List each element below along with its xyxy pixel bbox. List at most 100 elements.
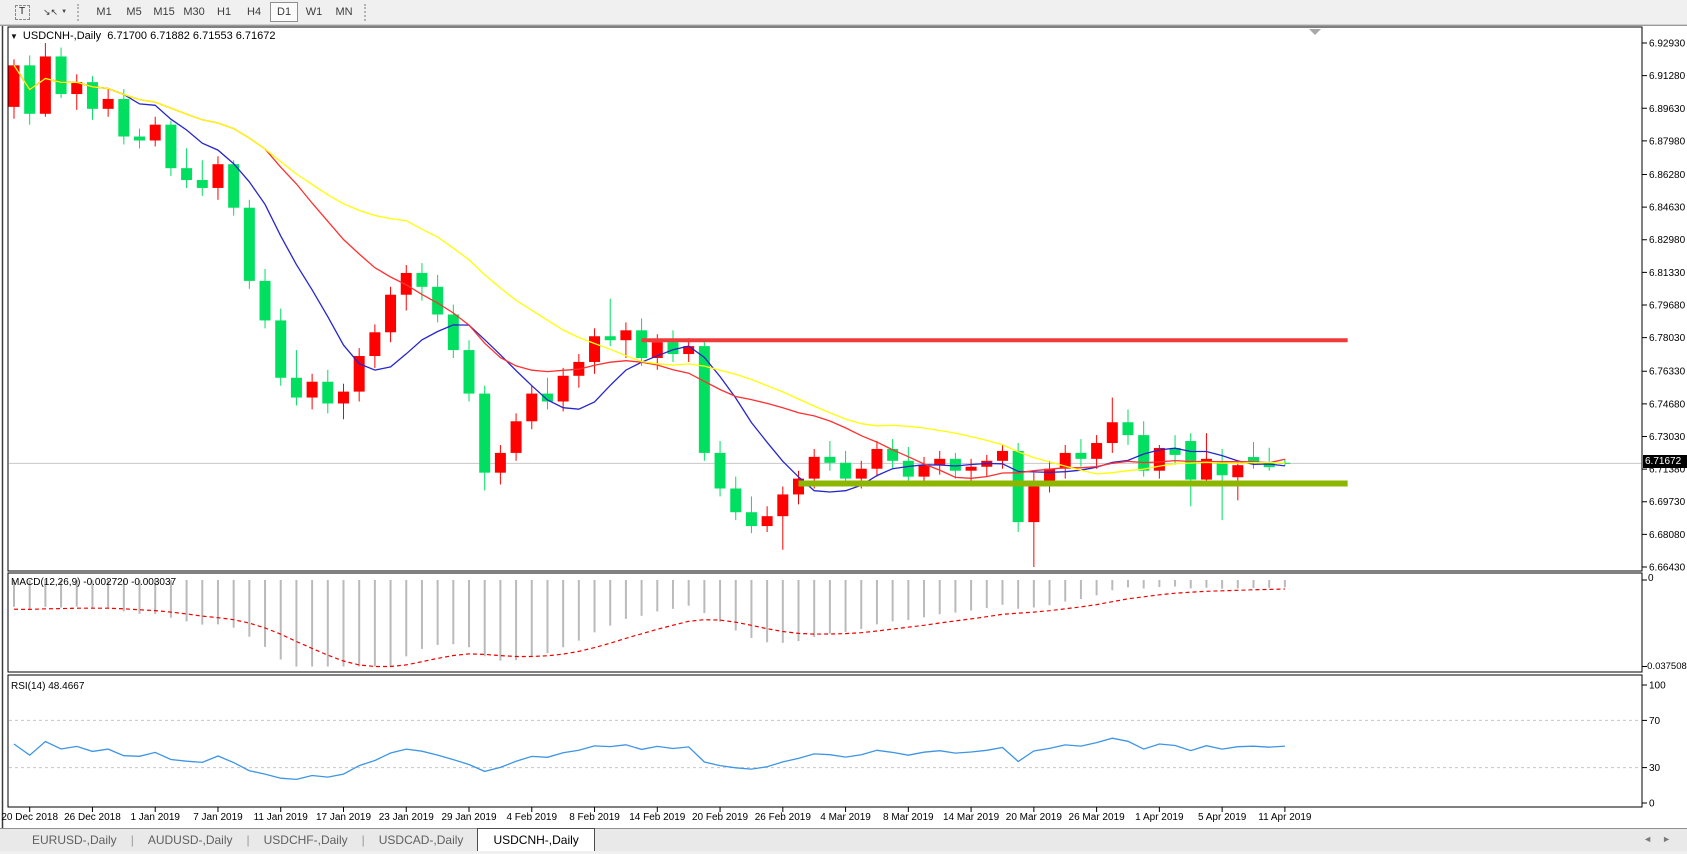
- candle-body: [400, 272, 412, 295]
- candle-body: [1232, 465, 1244, 478]
- candle-body: [1059, 452, 1071, 469]
- candle-body: [71, 82, 83, 95]
- candle-body: [494, 452, 506, 473]
- main-chart-area[interactable]: [7, 26, 1643, 572]
- candle-body: [306, 381, 318, 398]
- arrange-windows-button[interactable]: ↘↖ ▼: [39, 2, 71, 23]
- date-axis-label: 7 Jan 2019: [193, 812, 243, 823]
- candle-body: [1185, 441, 1197, 480]
- date-axis-label: 20 Mar 2019: [1006, 812, 1063, 823]
- timeframe-button-m5[interactable]: M5: [126, 6, 142, 18]
- timeframe-button-d1[interactable]: D1: [270, 2, 299, 22]
- candle-body: [541, 393, 553, 402]
- timeframe-button-w1[interactable]: W1: [305, 6, 323, 18]
- candle-body: [1122, 422, 1134, 436]
- price-axis[interactable]: 6.92930 6.91280 6.89630 6.87980 6.86280 6.846…: [1642, 39, 1686, 574]
- scroll-right-arrow-icon[interactable]: ►: [1662, 834, 1681, 844]
- candle-body: [1216, 463, 1228, 476]
- candle-body: [1106, 422, 1118, 444]
- date-axis-label: 20 Feb 2019: [692, 812, 749, 823]
- time-axis[interactable]: 20 Dec 2018 26 Dec 2018 1 Jan 2019 7 Jan 20…: [1, 807, 1312, 824]
- current-price-badge: 6.71672: [1643, 455, 1687, 468]
- candle-body: [745, 512, 757, 527]
- candle-body: [777, 494, 789, 517]
- date-axis-label: 14 Mar 2019: [943, 812, 1000, 823]
- candle-body: [275, 320, 287, 378]
- candle-body: [479, 393, 491, 473]
- date-axis-label: 17 Jan 2019: [316, 812, 371, 823]
- date-axis-label: 5 Apr 2019: [1198, 812, 1247, 823]
- date-axis-label: 1 Jan 2019: [130, 812, 180, 823]
- rsi-axis-label: 100: [1649, 681, 1666, 692]
- tab-audusd-daily[interactable]: AUDUSD-,Daily: [147, 833, 233, 847]
- candle-body: [918, 464, 930, 477]
- price-axis-label: 6.78030: [1649, 333, 1686, 344]
- candle-body: [1075, 452, 1087, 459]
- candle-body: [761, 516, 773, 527]
- rsi-panel-area[interactable]: [7, 674, 1643, 808]
- date-axis-label: 1 Apr 2019: [1135, 812, 1184, 823]
- candle-body: [667, 342, 679, 355]
- macd-name: MACD(12,26,9): [11, 577, 81, 588]
- macd-panel-area[interactable]: [7, 572, 1643, 673]
- timeframe-button-group: M1 M5 M15 M30 H1 H4 D1 W1 MN: [89, 2, 359, 22]
- toolbar-grip: [364, 3, 369, 21]
- candle-body: [196, 180, 208, 188]
- timeframe-button-h4[interactable]: H4: [247, 6, 262, 18]
- tab-usdcnh-daily[interactable]: USDCNH-,Daily: [477, 828, 595, 851]
- scroll-left-arrow-icon[interactable]: ◄: [1643, 834, 1663, 844]
- price-axis-label: 6.66430: [1649, 563, 1686, 574]
- price-axis-label: 6.68080: [1649, 530, 1686, 541]
- price-axis-label: 6.91280: [1649, 71, 1686, 82]
- candle-body: [1169, 447, 1181, 455]
- candle-body: [840, 462, 852, 479]
- candle-body: [526, 393, 538, 422]
- tab-usdcad-daily[interactable]: USDCAD-,Daily: [378, 833, 464, 847]
- toolbar: T ↘↖ ▼ M1 M5 M15 M30 H1 H4 D1 W1 MN: [0, 0, 1687, 25]
- tab-usdchf-daily[interactable]: USDCHF-,Daily: [263, 833, 348, 847]
- text-tool-icon: T: [14, 4, 30, 20]
- timeframe-button-m15[interactable]: M15: [153, 6, 175, 18]
- date-axis-label: 11 Jan 2019: [254, 812, 309, 823]
- candle-body: [1138, 435, 1150, 471]
- price-axis-label: 6.84630: [1649, 203, 1686, 214]
- text-tool-button[interactable]: T: [7, 2, 37, 23]
- price-axis-label: 6.79680: [1649, 301, 1686, 312]
- date-axis-label: 26 Feb 2019: [755, 812, 812, 823]
- candle-body: [1248, 457, 1260, 464]
- candle-body: [1028, 480, 1040, 523]
- tab-eurusd-daily[interactable]: EURUSD-,Daily: [32, 833, 117, 847]
- price-axis-label: 6.73030: [1649, 432, 1686, 443]
- timeframe-button-h1[interactable]: H1: [217, 6, 232, 18]
- tab-separator: |: [361, 833, 365, 847]
- candle-body: [39, 56, 51, 114]
- candle-body: [149, 124, 161, 141]
- candle-body: [589, 336, 601, 362]
- date-axis-label: 11 Apr 2019: [1258, 812, 1312, 823]
- candle-body: [855, 468, 867, 479]
- chart-shift-marker-icon[interactable]: [1309, 29, 1321, 35]
- candle-body: [337, 391, 349, 404]
- rsi-axis[interactable]: 100 70 30 0: [1642, 681, 1666, 810]
- candle-body: [887, 448, 899, 461]
- candle-body: [1091, 443, 1103, 459]
- candle-body: [683, 346, 695, 355]
- tabbar-scroll-arrows: ◄►: [1643, 834, 1681, 844]
- candle-body: [557, 375, 569, 402]
- candle-body: [698, 346, 710, 453]
- rsi-name: RSI(14): [11, 681, 46, 692]
- timeframe-button-m1[interactable]: M1: [96, 6, 112, 18]
- timeframe-button-mn[interactable]: MN: [335, 6, 353, 18]
- price-axis-label: 6.86280: [1649, 170, 1686, 181]
- timeframe-button-m30[interactable]: M30: [183, 6, 205, 18]
- candle-body: [322, 381, 334, 404]
- candle-body: [290, 377, 302, 398]
- candle-body: [510, 421, 522, 453]
- price-axis-label: 6.87980: [1649, 136, 1686, 147]
- date-axis-label: 8 Feb 2019: [569, 812, 620, 823]
- candle-body: [118, 98, 130, 137]
- candle-body: [181, 168, 193, 181]
- chevron-down-icon: ▼: [61, 9, 68, 15]
- candle-body: [620, 330, 632, 341]
- candle-body: [636, 330, 648, 358]
